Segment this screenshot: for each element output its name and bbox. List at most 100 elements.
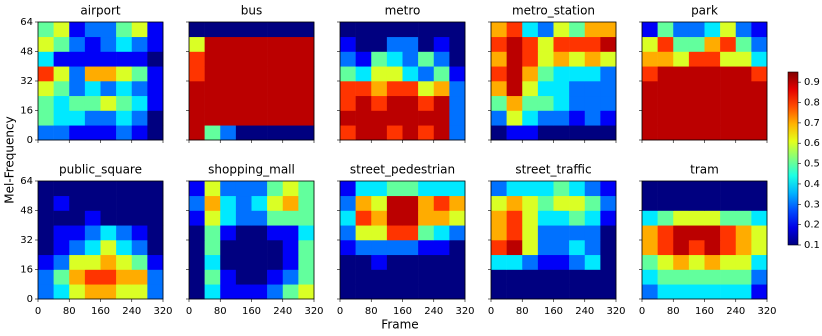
- heatmap-cell: [267, 66, 284, 82]
- heatmap-cell: [704, 210, 721, 226]
- heatmap-cell: [267, 240, 284, 256]
- heatmap-cell: [282, 95, 299, 111]
- heatmap-cell: [751, 51, 768, 67]
- heatmap-cell: [386, 269, 403, 285]
- heatmap-cell: [569, 284, 586, 300]
- heatmap-cell: [522, 181, 539, 197]
- heatmap-cell: [402, 225, 419, 241]
- heatmap-cell: [657, 51, 674, 67]
- heatmap-cell: [642, 254, 658, 270]
- heatmap-cell: [69, 51, 86, 67]
- heatmap-cell: [116, 66, 133, 82]
- heatmap-cell: [298, 181, 315, 197]
- heatmap-cell: [491, 81, 507, 97]
- heatmap-cell: [84, 210, 101, 226]
- heatmap-cell: [704, 22, 721, 38]
- heatmap-cell: [720, 81, 737, 97]
- heatmap-cell: [418, 36, 435, 52]
- heatmap-cell: [522, 81, 539, 97]
- heatmap-cell: [116, 284, 133, 300]
- heatmap-cell: [720, 125, 737, 141]
- heatmap-cell: [235, 66, 252, 82]
- heatmap-cell: [84, 51, 101, 67]
- heatmap-cell: [131, 240, 148, 256]
- heatmap-cell: [704, 66, 721, 82]
- heatmap-cell: [189, 254, 205, 270]
- heatmap-cell: [584, 81, 601, 97]
- x-tick-label: 320: [153, 306, 172, 317]
- heatmap-cell: [537, 240, 554, 256]
- heatmap-cell: [100, 181, 117, 197]
- heatmap-cell: [506, 51, 523, 67]
- heatmap-cell: [506, 254, 523, 270]
- heatmap-cell: [189, 269, 205, 285]
- heatmap-cell: [220, 240, 237, 256]
- heatmap-cell: [371, 269, 388, 285]
- heatmap-cell: [537, 254, 554, 270]
- heatmap-cell: [147, 110, 164, 126]
- heatmap-cell: [522, 225, 539, 241]
- heatmap-cell: [371, 51, 388, 67]
- heatmap-cell: [53, 125, 70, 141]
- heatmap-cell: [735, 22, 752, 38]
- heatmap-cell: [84, 254, 101, 270]
- heatmap-cell: [506, 66, 523, 82]
- heatmap-cell: [69, 240, 86, 256]
- heatmap-cell: [204, 181, 221, 197]
- heatmap-cell: [553, 254, 570, 270]
- x-tick-label: 80: [667, 306, 680, 317]
- heatmap-cell: [282, 254, 299, 270]
- heatmap-cell: [189, 195, 205, 211]
- heatmap-cell: [84, 195, 101, 211]
- heatmap-cell: [522, 284, 539, 300]
- heatmap-cell: [53, 22, 70, 38]
- heatmap-cell: [386, 51, 403, 67]
- heatmap-cell: [235, 225, 252, 241]
- heatmap-cell: [751, 254, 768, 270]
- x-tick-label: 320: [304, 306, 323, 317]
- heatmap-cell: [116, 95, 133, 111]
- heatmap-cell: [131, 66, 148, 82]
- heatmap-cell: [600, 225, 617, 241]
- heatmap-cell: [131, 225, 148, 241]
- panel-title: park: [691, 4, 718, 18]
- heatmap-cell: [189, 81, 205, 97]
- heatmap-cell: [371, 181, 388, 197]
- heatmap-cell: [204, 36, 221, 52]
- heatmap-cell: [506, 210, 523, 226]
- heatmap-cell: [449, 36, 466, 52]
- x-tick-label: 240: [575, 306, 594, 317]
- heatmap-cell: [418, 269, 435, 285]
- heatmap-cell: [673, 51, 690, 67]
- heatmap-cell: [491, 210, 507, 226]
- heatmap-cell: [537, 195, 554, 211]
- heatmap-cell: [553, 225, 570, 241]
- heatmap-cell: [642, 95, 658, 111]
- panel-title: street_pedestrian: [350, 163, 455, 177]
- heatmap-cell: [688, 225, 705, 241]
- heatmap-cell: [402, 210, 419, 226]
- heatmap-cell: [267, 181, 284, 197]
- heatmap-cell: [298, 22, 315, 38]
- heatmap-cell: [418, 254, 435, 270]
- x-tick-label: 240: [424, 306, 443, 317]
- heatmap-cell: [355, 125, 372, 141]
- heatmap-cell: [116, 81, 133, 97]
- heatmap-cell: [116, 36, 133, 52]
- heatmap-cell: [522, 195, 539, 211]
- heatmap-cell: [38, 66, 54, 82]
- heatmap-cell: [251, 81, 268, 97]
- heatmap-cell: [131, 110, 148, 126]
- colorbar-tick-label: 0.3: [804, 199, 820, 210]
- heatmap-cell: [642, 51, 658, 67]
- heatmap-cell: [298, 269, 315, 285]
- heatmap-cell: [251, 36, 268, 52]
- heatmap-cell: [735, 240, 752, 256]
- heatmap-cell: [569, 210, 586, 226]
- heatmap-cell: [204, 254, 221, 270]
- heatmap-cell: [569, 181, 586, 197]
- heatmap-cell: [116, 240, 133, 256]
- heatmap-cell: [600, 181, 617, 197]
- x-tick-label: 80: [63, 306, 76, 317]
- heatmap-cell: [506, 240, 523, 256]
